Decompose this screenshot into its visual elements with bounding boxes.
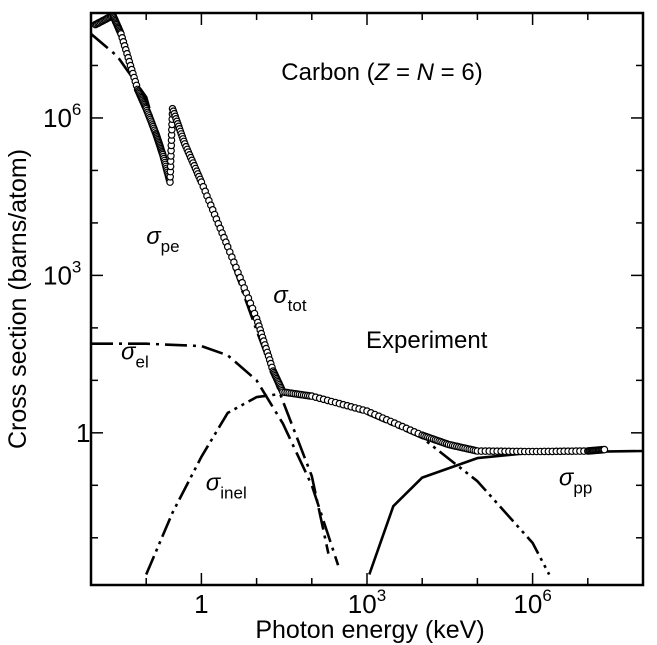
y-tick-label-0: 1 bbox=[76, 418, 90, 448]
title-part-prefix: Carbon ( bbox=[281, 59, 374, 86]
x-tick-exp: 3 bbox=[377, 586, 386, 605]
y-tick-exp: 6 bbox=[72, 100, 81, 119]
y-tick-label-1: 103 bbox=[43, 257, 81, 290]
axis-ticks bbox=[90, 12, 644, 585]
x-tick-base: 1 bbox=[194, 589, 208, 619]
x-tick-label-0: 1 bbox=[194, 589, 208, 619]
title-part-suffix: = 6) bbox=[434, 59, 483, 86]
y-tick-exp: 3 bbox=[72, 257, 81, 276]
title-part-n: N bbox=[417, 59, 435, 86]
x-tick-exp: 6 bbox=[542, 586, 551, 605]
y-tick-base: 1 bbox=[76, 418, 90, 448]
series-el-line bbox=[91, 342, 340, 566]
series-label-pp: σpp bbox=[559, 464, 592, 497]
x-tick-label-1: 103 bbox=[348, 586, 386, 619]
x-tick-base: 10 bbox=[348, 589, 377, 619]
series-label-el: σel bbox=[121, 339, 149, 372]
chart-title: Carbon (Z = N = 6) bbox=[281, 59, 482, 86]
x-tick-label-2: 106 bbox=[513, 586, 551, 619]
marker-tot-308 bbox=[600, 445, 609, 454]
plot-content bbox=[91, 13, 643, 576]
series-tot-markers bbox=[91, 13, 609, 456]
title-part-eq1: = bbox=[389, 59, 416, 86]
series-labels: σpe σel σinel σpp σtot bbox=[121, 223, 592, 503]
y-axis-label: Cross section (barns/atom) bbox=[4, 149, 32, 449]
y-tick-base: 10 bbox=[43, 103, 72, 133]
x-axis-label: Photon energy (keV) bbox=[255, 616, 484, 644]
y-tick-label-2: 106 bbox=[43, 100, 81, 133]
title-part-z: Z bbox=[374, 59, 391, 86]
series-label-tot: σtot bbox=[273, 282, 307, 315]
y-tick-base: 10 bbox=[43, 260, 72, 290]
x-tick-base: 10 bbox=[513, 589, 542, 619]
experiment-annotation: Experiment bbox=[366, 327, 488, 354]
plot-frame bbox=[89, 11, 645, 587]
series-label-inel: σinel bbox=[206, 469, 247, 502]
series-label-pe: σpe bbox=[146, 223, 179, 256]
